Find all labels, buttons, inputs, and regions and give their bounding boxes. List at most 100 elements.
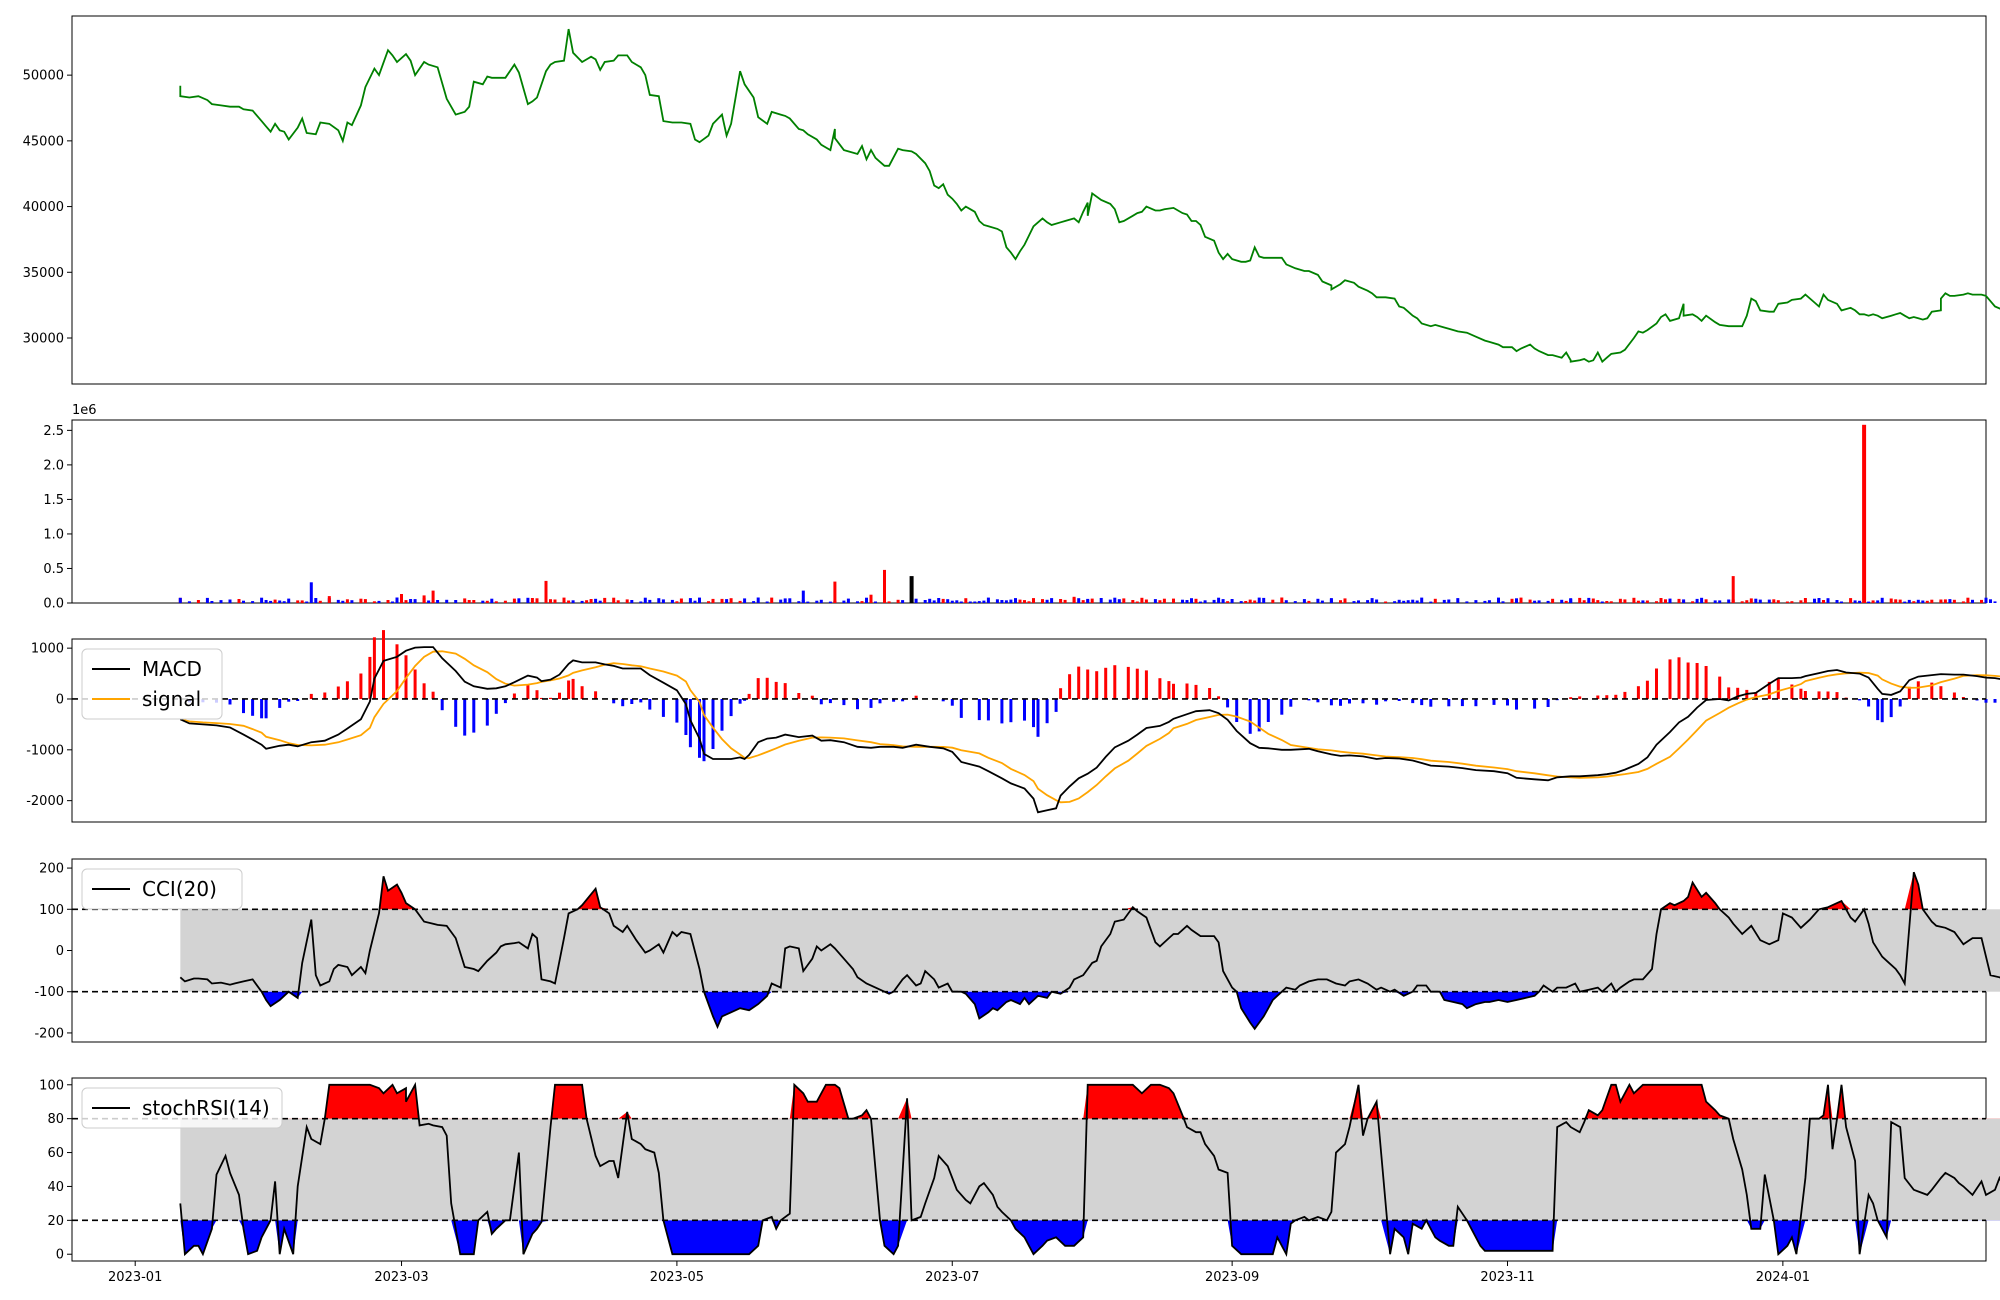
macd-histogram-bar bbox=[1596, 695, 1600, 699]
volume-bar bbox=[1244, 601, 1248, 603]
macd-histogram-bar bbox=[485, 699, 489, 726]
volume-bar bbox=[986, 597, 990, 603]
volume-bar bbox=[1253, 600, 1257, 603]
volume-bar bbox=[327, 596, 331, 603]
macd-histogram-bar bbox=[296, 699, 300, 701]
volume-bar bbox=[752, 601, 756, 603]
volume-bar bbox=[1560, 599, 1564, 603]
macd-histogram-bar bbox=[503, 699, 507, 704]
macd-histogram-bar bbox=[1217, 696, 1221, 699]
volume-bar bbox=[1546, 600, 1550, 603]
volume-ytick-label: 0.0 bbox=[43, 597, 64, 612]
volume-bar bbox=[1943, 599, 1947, 603]
macd-histogram-bar bbox=[1095, 671, 1099, 699]
macd-histogram-bar bbox=[540, 697, 543, 699]
macd-histogram-bar bbox=[797, 693, 801, 699]
macd-histogram-bar bbox=[287, 699, 291, 702]
macd-histogram-bar bbox=[1023, 699, 1026, 721]
cci-ytick-label: 0 bbox=[56, 944, 64, 959]
volume-bar bbox=[1099, 598, 1103, 603]
volume-bar bbox=[1122, 598, 1126, 603]
macd-histogram-bar bbox=[1835, 692, 1839, 699]
macd-histogram-bar bbox=[743, 699, 747, 701]
macd-histogram-bar bbox=[1054, 699, 1058, 712]
macd-histogram-bar bbox=[1718, 676, 1722, 699]
volume-bar bbox=[688, 598, 692, 603]
volume-bar bbox=[1894, 599, 1898, 603]
volume-bar bbox=[228, 599, 232, 603]
macd-histogram-bar bbox=[1235, 699, 1239, 722]
macd-histogram-bar bbox=[1695, 663, 1699, 699]
volume-bar bbox=[1280, 597, 1284, 603]
volume-bar bbox=[693, 600, 697, 603]
macd-histogram-bar bbox=[1776, 678, 1780, 699]
cci-band bbox=[180, 909, 2000, 992]
volume-bar bbox=[928, 598, 932, 603]
volume-bar bbox=[318, 600, 322, 603]
volume-bar bbox=[1000, 600, 1004, 603]
macd-histogram-bar bbox=[368, 656, 372, 699]
volume-bar bbox=[828, 601, 832, 603]
volume-bar bbox=[643, 597, 647, 603]
volume-bar bbox=[472, 600, 476, 603]
macd-histogram-bar bbox=[639, 699, 643, 703]
volume-bar bbox=[1009, 599, 1013, 603]
macd-histogram-bar bbox=[765, 677, 769, 699]
macd-histogram-bar bbox=[345, 681, 349, 699]
volume-ytick-label: 0.5 bbox=[43, 562, 64, 577]
volume-bar bbox=[436, 600, 440, 603]
volume-bar bbox=[1989, 599, 1992, 603]
macd-histogram-bar bbox=[819, 699, 823, 705]
legend-box bbox=[81, 868, 243, 910]
macd-histogram-bar bbox=[260, 699, 264, 719]
volume-bar bbox=[1582, 600, 1586, 603]
volume-bar bbox=[612, 597, 616, 603]
volume-bar bbox=[982, 600, 986, 603]
volume-bar bbox=[517, 598, 521, 603]
macd-histogram-bar bbox=[1059, 688, 1063, 699]
volume-bar bbox=[1695, 598, 1699, 603]
volume-scale-label: 1e6 bbox=[72, 403, 97, 418]
volume-bar bbox=[756, 597, 760, 603]
volume-bar bbox=[955, 600, 959, 603]
volume-bar bbox=[1790, 601, 1794, 603]
volume-bar bbox=[571, 600, 575, 603]
macd-histogram-bar bbox=[1248, 699, 1252, 734]
volume-bar bbox=[427, 600, 431, 603]
stochrsi-ytick-label: 20 bbox=[47, 1214, 64, 1229]
volume-bar bbox=[783, 598, 787, 603]
macd-histogram-bar bbox=[1068, 674, 1072, 699]
macd-histogram-bar bbox=[1045, 699, 1049, 724]
volume-bar bbox=[1131, 600, 1135, 603]
volume-bar bbox=[205, 597, 209, 603]
volume-panel-frame bbox=[71, 419, 1987, 604]
volume-bar bbox=[1284, 600, 1288, 603]
volume-bar bbox=[1971, 599, 1974, 603]
volume-bar bbox=[1072, 596, 1076, 603]
volume-bar bbox=[1519, 597, 1523, 603]
volume-bar bbox=[1117, 599, 1121, 603]
volume-bar bbox=[1551, 598, 1555, 603]
stochrsi-band bbox=[180, 1118, 2000, 1221]
signal-line bbox=[180, 650, 2000, 804]
macd-histogram-bar bbox=[621, 699, 625, 707]
cci-ytick-label: -100 bbox=[34, 985, 64, 1000]
volume-bar bbox=[1397, 599, 1401, 603]
volume-bar bbox=[1226, 601, 1230, 603]
macd-histogram-bar bbox=[535, 690, 539, 699]
macd-histogram-bar bbox=[1916, 681, 1920, 699]
volume-bar bbox=[1302, 599, 1306, 603]
macd-ytick-label: 0 bbox=[56, 692, 64, 707]
macd-histogram-bar bbox=[549, 697, 552, 699]
volume-bar bbox=[1384, 601, 1388, 603]
volume-bar bbox=[842, 600, 846, 603]
volume-bar bbox=[973, 601, 977, 603]
volume-bar bbox=[707, 601, 710, 603]
volume-bar bbox=[1004, 600, 1008, 603]
macd-histogram-bar bbox=[309, 693, 313, 699]
macd-histogram-bar bbox=[977, 699, 981, 721]
stochrsi-ytick-label: 100 bbox=[39, 1078, 64, 1093]
volume-bar bbox=[765, 601, 769, 603]
macd-histogram-bar bbox=[1086, 669, 1090, 699]
volume-bar bbox=[300, 600, 304, 603]
